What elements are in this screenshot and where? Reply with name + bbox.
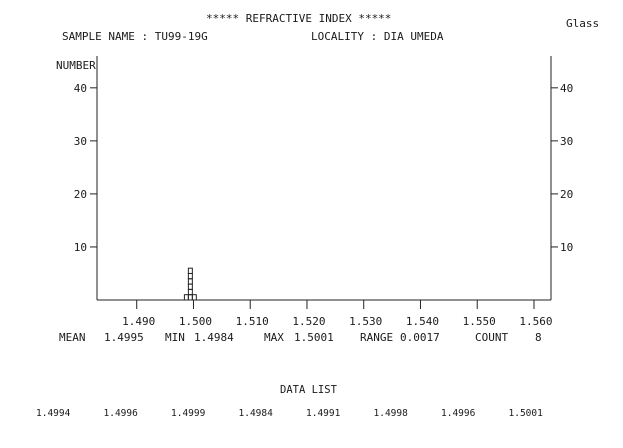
count-value: 8 <box>535 331 542 344</box>
histogram-bar-unit <box>191 294 197 301</box>
x-tick-label: 1.500 <box>179 315 212 328</box>
material-tag: Glass <box>566 17 599 30</box>
sample-name: SAMPLE NAME : TU99-19G <box>62 30 208 43</box>
histogram-bar-unit <box>183 294 189 301</box>
y-tick-label-left: 40 <box>74 82 87 95</box>
x-tick-label: 1.510 <box>236 315 269 328</box>
data-list-value: 1.4984 <box>239 408 274 419</box>
x-tick-label: 1.540 <box>406 315 439 328</box>
statistics-row: MEAN 1.4995 MIN 1.4984 MAX 1.5001 RANGE … <box>59 331 542 344</box>
min-label: MIN <box>165 331 185 344</box>
range-value: 0.0017 <box>400 331 440 344</box>
y-tick-label-left: 20 <box>74 188 87 201</box>
y-tick-label-right: 30 <box>560 135 573 148</box>
histogram-bars <box>183 267 197 301</box>
range-label: RANGE <box>360 331 393 344</box>
data-list: 1.4994 1.4996 1.4999 1.4984 1.4991 1.4998 1.49… <box>36 408 543 419</box>
histogram-bar-unit <box>187 278 193 285</box>
data-list-value: 1.4994 <box>36 408 71 419</box>
axis-ticks: 10 10 20 20 30 30 40 40 1.490 1.500 1.510 1.520 1.53… <box>74 82 574 328</box>
x-tick-label: 1.550 <box>463 315 496 328</box>
histogram-bar-unit <box>187 267 193 274</box>
count-label: COUNT <box>475 331 508 344</box>
y-axis-label: NUMBER <box>56 59 96 72</box>
min-value: 1.4984 <box>194 331 234 344</box>
histogram-bar-unit <box>187 288 193 296</box>
y-tick-label-left: 10 <box>74 241 87 254</box>
data-list-value: 1.4991 <box>306 408 341 419</box>
y-tick-label-right: 40 <box>560 82 573 95</box>
y-tick-label-right: 20 <box>560 188 573 201</box>
data-list-title: DATA LIST <box>280 384 338 396</box>
data-list-value: 1.4998 <box>374 408 409 419</box>
x-tick-label: 1.530 <box>349 315 382 328</box>
locality: LOCALITY : DIA UMEDA <box>311 30 444 43</box>
y-tick-label-left: 30 <box>74 135 87 148</box>
y-tick-label-right: 10 <box>560 241 573 254</box>
data-list-value: 1.4996 <box>441 408 476 419</box>
report-title: ***** REFRACTIVE INDEX ***** <box>206 12 391 25</box>
mean-value: 1.4995 <box>104 331 144 344</box>
x-tick-label: 1.520 <box>292 315 325 328</box>
data-list-value: 1.4999 <box>171 408 206 419</box>
max-label: MAX <box>264 331 284 344</box>
max-value: 1.5001 <box>294 331 334 344</box>
histogram-bar-unit <box>187 272 193 280</box>
x-tick-label: 1.490 <box>122 315 155 328</box>
data-list-value: 1.5001 <box>509 408 544 419</box>
data-list-value: 1.4996 <box>104 408 139 419</box>
histogram-bar-unit <box>187 283 193 290</box>
histogram-bar-unit <box>187 294 193 301</box>
mean-label: MEAN <box>59 331 86 344</box>
x-tick-label: 1.560 <box>519 315 552 328</box>
